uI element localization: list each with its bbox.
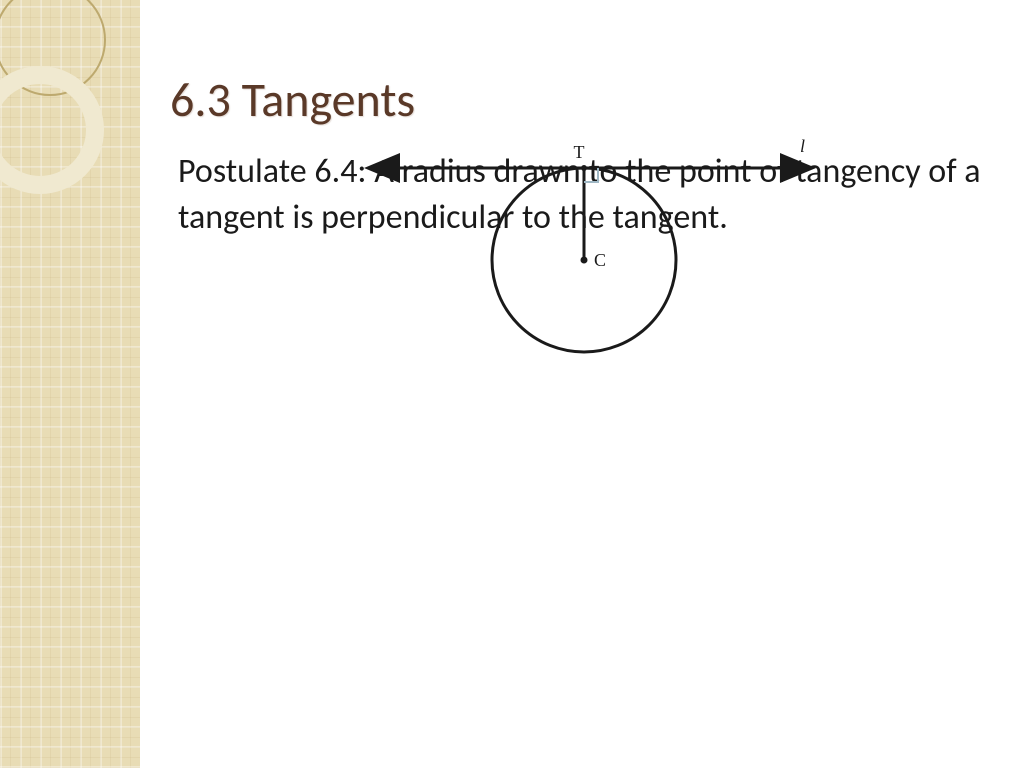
label-t: T [574, 142, 585, 162]
diagram-svg: T C l [330, 110, 850, 390]
slide-content: 6.3 Tangents Postulate 6.4: A radius dra… [170, 70, 984, 241]
label-c: C [594, 250, 606, 270]
sidebar-rings [0, 0, 180, 280]
slide-sidebar [0, 0, 140, 768]
ring-inner [0, 75, 95, 185]
tangent-diagram: T C l [330, 110, 850, 395]
point-t [581, 165, 587, 171]
point-c [581, 257, 588, 264]
label-l: l [800, 136, 805, 156]
